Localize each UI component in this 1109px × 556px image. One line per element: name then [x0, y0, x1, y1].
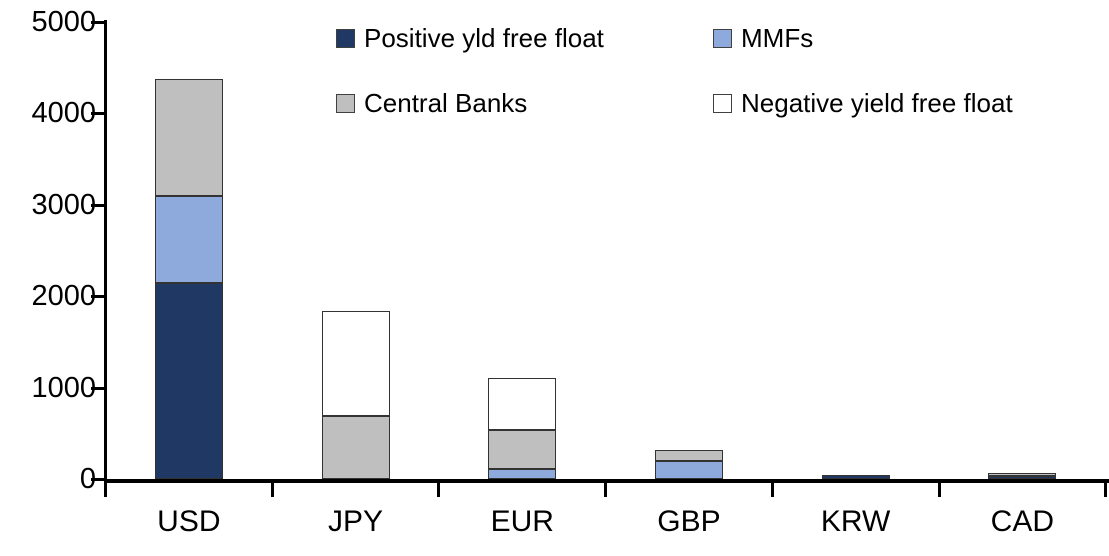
bar-segment-usd-mmfs	[154, 195, 223, 283]
legend-item-mmfs: MMFs	[713, 25, 813, 51]
bar-krw	[821, 474, 890, 479]
bar-segment-gbp-central-banks	[654, 450, 723, 461]
legend-item-central-banks: Central Banks	[336, 90, 527, 116]
y-axis-line	[104, 20, 107, 483]
x-axis-tick	[1104, 479, 1108, 497]
y-axis-tick-label: 3000	[31, 188, 96, 221]
x-axis-label-krw: KRW	[820, 505, 891, 538]
y-axis-tick-label: 2000	[31, 280, 96, 313]
bar-segment-jpy-negative-yield-free-float	[321, 311, 390, 416]
y-axis-tick	[91, 478, 104, 481]
y-axis-tick-label: 1000	[31, 371, 96, 404]
bar-jpy	[321, 311, 390, 479]
legend-label: Positive yld free float	[364, 23, 604, 53]
bar-segment-eur-negative-yield-free-float	[488, 378, 557, 431]
y-axis-tick	[91, 295, 104, 299]
bar-eur	[488, 378, 557, 479]
y-axis-tick-label: 0	[79, 463, 96, 495]
x-axis-label-eur: EUR	[490, 505, 554, 538]
x-axis-tick	[770, 479, 774, 497]
bar-segment-krw-positive-yld-free-float	[821, 474, 890, 479]
y-axis-tick	[91, 203, 104, 207]
x-axis-label-cad: CAD	[990, 505, 1055, 538]
bar-segment-eur-mmfs	[488, 468, 557, 479]
legend-label: MMFs	[741, 23, 814, 53]
bar-gbp	[654, 450, 723, 479]
bar-usd	[154, 78, 223, 479]
bar-segment-cad-central-banks	[988, 473, 1057, 477]
y-axis-tick	[91, 21, 104, 24]
x-axis-label-gbp: GBP	[657, 505, 721, 538]
x-axis-label-jpy: JPY	[328, 505, 384, 538]
bar-segment-gbp-mmfs	[654, 460, 723, 479]
y-axis-tick	[91, 112, 104, 116]
legend-swatch-positive-yld-free-float-icon	[336, 28, 355, 48]
x-axis-label-usd: USD	[157, 505, 221, 538]
bar-segment-cad-positive-yld-free-float	[988, 476, 1057, 479]
legend-swatch-mmfs-icon	[713, 28, 732, 48]
bar-segment-jpy-central-banks	[321, 415, 390, 479]
bar-segment-usd-central-banks	[154, 78, 223, 196]
y-axis-tick-label: 4000	[31, 97, 96, 130]
legend-item-positive-yld-free-float: Positive yld free float	[336, 25, 604, 51]
x-axis-tick	[104, 479, 107, 497]
x-axis-tick	[437, 479, 441, 497]
legend-label: Central Banks	[364, 88, 528, 118]
y-axis-tick	[91, 386, 104, 390]
x-axis-tick	[937, 479, 941, 497]
legend-label: Negative yield free float	[741, 88, 1013, 118]
x-axis-tick	[270, 479, 274, 497]
x-axis-tick	[604, 479, 608, 497]
legend-swatch-negative-yield-free-float-icon	[713, 93, 732, 113]
legend-item-negative-yield-free-float: Negative yield free float	[713, 90, 1013, 116]
bar-segment-eur-central-banks	[488, 430, 557, 469]
legend-swatch-central-banks-icon	[336, 93, 355, 113]
bar-segment-usd-positive-yld-free-float	[154, 282, 223, 479]
y-axis-tick-label: 5000	[31, 6, 96, 38]
bar-cad	[988, 473, 1057, 479]
